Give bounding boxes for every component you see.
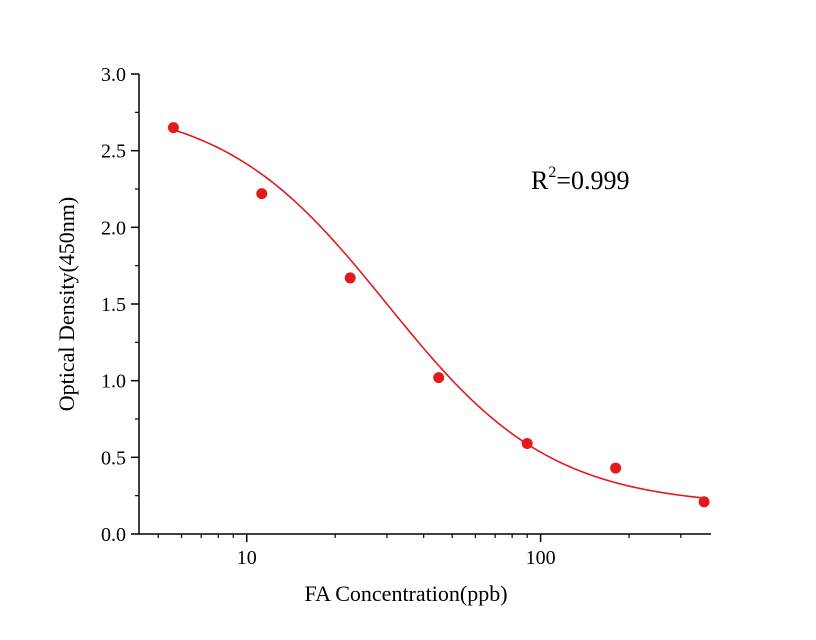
data-point	[167, 122, 179, 134]
data-point	[610, 462, 622, 474]
data-point	[344, 272, 356, 284]
y-axis-label: Optical Density(450nm)	[54, 197, 79, 411]
data-points	[167, 122, 710, 508]
data-point	[433, 372, 445, 384]
x-axis-label: FA Concentration(ppb)	[304, 581, 507, 606]
y-tick-label: 0.0	[101, 524, 126, 546]
x-tick-label: 10	[237, 547, 257, 569]
y-tick-label: 1.0	[101, 371, 126, 393]
data-point	[698, 496, 710, 508]
y-tick-label: 1.5	[101, 294, 126, 316]
fit-curve	[173, 128, 705, 499]
r-symbol: R	[531, 166, 549, 195]
ticks: 0.0 0.5 1.0 1.5 2.0 2.5 3.0 10 100	[101, 64, 682, 569]
y-tick-label: 2.5	[101, 141, 126, 163]
data-point	[256, 188, 268, 200]
r-squared-annotation: R2=0.999	[531, 164, 630, 195]
axes	[138, 74, 711, 535]
data-point	[521, 438, 533, 450]
r-value: =0.999	[556, 166, 629, 195]
x-tick-label: 100	[526, 547, 556, 569]
y-tick-label: 2.0	[101, 217, 126, 239]
y-tick-label: 0.5	[101, 447, 126, 469]
y-tick-label: 3.0	[101, 64, 126, 86]
r-superscript: 2	[548, 164, 556, 181]
